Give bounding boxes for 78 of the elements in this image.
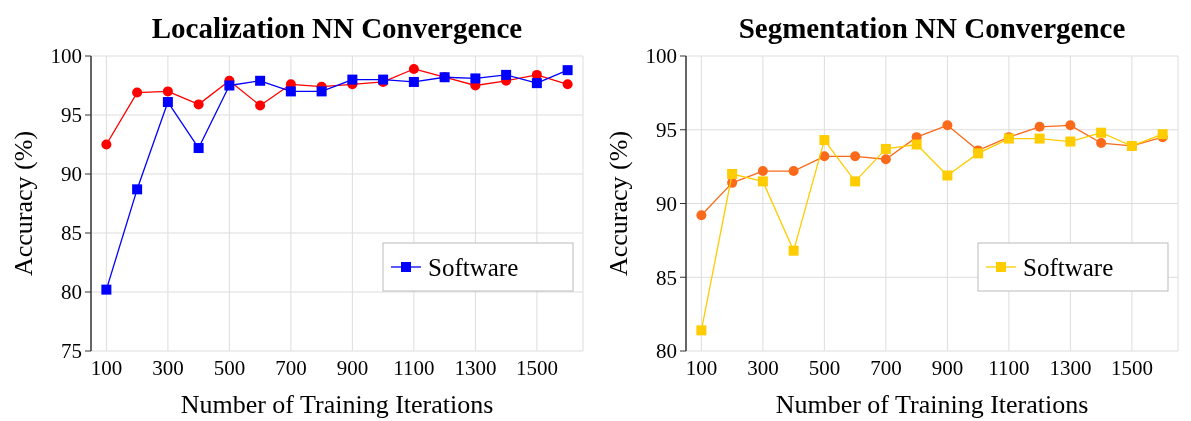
point xyxy=(911,139,922,150)
point xyxy=(162,86,173,97)
point xyxy=(132,87,143,98)
x-axis-title: Number of Training Iterations xyxy=(180,390,494,419)
y-tick-label: 85 xyxy=(656,265,677,290)
x-tick-label: 1500 xyxy=(515,356,558,380)
point xyxy=(255,75,266,86)
point xyxy=(316,86,327,97)
point xyxy=(470,73,481,84)
point xyxy=(132,184,143,195)
x-tick-label: 1500 xyxy=(1110,356,1153,380)
chart-title: Segmentation NN Convergence xyxy=(738,12,1126,44)
y-tick-label: 90 xyxy=(656,191,677,216)
point xyxy=(101,139,112,150)
x-tick-label: 700 xyxy=(275,356,307,380)
point xyxy=(408,63,419,74)
legend-label: Software xyxy=(428,253,519,281)
point xyxy=(727,169,738,179)
x-tick-label: 1300 xyxy=(454,356,497,380)
x-tick-label: 900 xyxy=(336,356,369,380)
y-tick-label: 80 xyxy=(61,280,82,305)
point xyxy=(501,69,512,80)
y-tick-label: 95 xyxy=(61,103,82,128)
point xyxy=(819,135,830,146)
x-tick-label: 1300 xyxy=(1049,356,1092,380)
point xyxy=(788,166,799,177)
y-tick-label: 90 xyxy=(61,162,82,187)
point xyxy=(757,176,768,187)
point xyxy=(819,151,830,162)
y-tick-label: 100 xyxy=(50,44,82,69)
point xyxy=(850,176,861,187)
point xyxy=(193,143,204,154)
point xyxy=(850,151,861,162)
point xyxy=(562,79,573,90)
x-axis-title: Number of Training Iterations xyxy=(775,390,1089,419)
point xyxy=(1096,138,1107,149)
legend-label: Software xyxy=(1023,253,1114,281)
x-tick-label: 1100 xyxy=(393,356,435,380)
chart-title: Localization NN Convergence xyxy=(151,12,523,44)
point xyxy=(942,170,953,181)
y-axis-title: Accuracy (%) xyxy=(604,130,633,277)
x-tick-label: 100 xyxy=(90,356,123,380)
point xyxy=(193,99,204,110)
x-tick-label: 300 xyxy=(747,356,779,380)
point xyxy=(1034,121,1045,132)
y-tick-label: 100 xyxy=(645,44,677,69)
y-tick-label: 80 xyxy=(656,339,677,364)
point xyxy=(788,245,799,256)
point xyxy=(1034,133,1045,144)
point xyxy=(285,86,296,97)
point xyxy=(1065,136,1076,147)
point xyxy=(408,76,419,87)
point xyxy=(1096,127,1107,138)
x-tick-label: 500 xyxy=(808,356,841,380)
point xyxy=(880,154,891,165)
point xyxy=(531,78,542,89)
point xyxy=(101,284,112,295)
x-tick-label: 700 xyxy=(870,356,902,380)
y-tick-label: 85 xyxy=(61,221,82,246)
point xyxy=(255,100,266,111)
y-tick-label: 75 xyxy=(61,339,82,364)
point xyxy=(757,166,768,177)
point xyxy=(562,65,573,76)
x-tick-label: 100 xyxy=(685,356,718,380)
point xyxy=(696,325,707,336)
x-tick-label: 1100 xyxy=(988,356,1030,380)
point xyxy=(1065,120,1076,131)
point xyxy=(880,143,891,154)
y-axis-title: Accuracy (%) xyxy=(9,130,38,277)
x-tick-label: 500 xyxy=(213,356,246,380)
point xyxy=(224,80,235,91)
point xyxy=(347,74,358,85)
x-tick-label: 300 xyxy=(152,356,184,380)
y-tick-label: 95 xyxy=(656,118,677,143)
point xyxy=(696,210,707,221)
x-tick-label: 900 xyxy=(931,356,964,380)
point xyxy=(162,97,173,108)
point xyxy=(942,120,953,131)
